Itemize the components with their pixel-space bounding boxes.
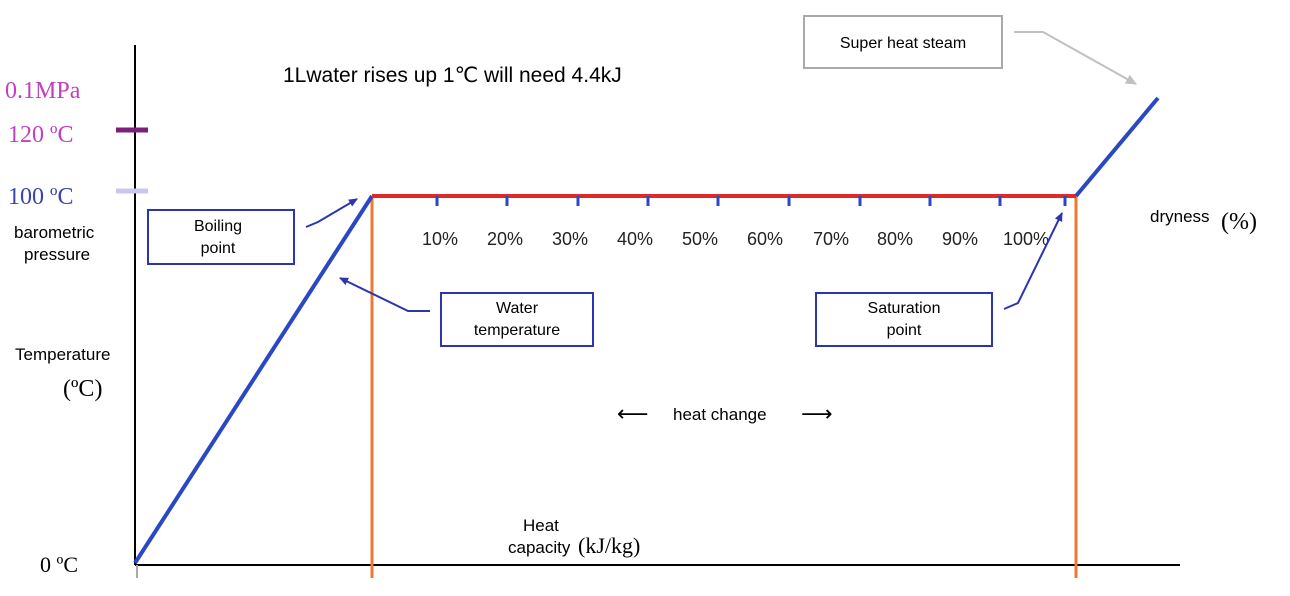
dryness-label-100: 100% xyxy=(1003,229,1049,249)
dryness-label: dryness xyxy=(1150,207,1210,226)
dryness-label-10: 10% xyxy=(422,229,458,249)
heat-change-left-arrow: ⟵ xyxy=(617,401,649,426)
dryness-label-90: 90% xyxy=(942,229,978,249)
temperature-label: Temperature xyxy=(15,345,110,364)
heat-change-label: heat change xyxy=(673,405,767,424)
capacity-unit: (kJ/kg) xyxy=(578,533,640,558)
boiling-point-arrow xyxy=(305,198,358,228)
tick-0-label: 0 ºC xyxy=(40,552,78,577)
dryness-label-60: 60% xyxy=(747,229,783,249)
water-temperature-arrow xyxy=(339,277,430,312)
dryness-label-50: 50% xyxy=(682,229,718,249)
barometric-label: barometric xyxy=(14,223,95,242)
dryness-unit: (%) xyxy=(1221,209,1257,235)
superheat-callout-label: Super heat steam xyxy=(840,35,966,52)
superheat-arrow xyxy=(1014,31,1137,85)
superheat-line xyxy=(1074,96,1160,198)
dryness-label-40: 40% xyxy=(617,229,653,249)
tick-120-label: 120 ºC xyxy=(8,122,73,148)
heat-change-right-arrow: ⟶ xyxy=(801,401,833,426)
dryness-tick-marks xyxy=(435,196,1067,206)
dryness-label-80: 80% xyxy=(877,229,913,249)
dryness-label-30: 30% xyxy=(552,229,588,249)
dryness-label-70: 70% xyxy=(813,229,849,249)
saturation-point-arrow xyxy=(1003,212,1063,310)
pressure-word-label: pressure xyxy=(24,245,90,264)
tick-100-label: 100 ºC xyxy=(8,184,73,210)
water-heating-line xyxy=(133,194,374,565)
water-temperature-callout-box xyxy=(440,292,594,347)
temperature-unit: (ºC) xyxy=(63,376,102,402)
water-temperature-callout-line1: Water xyxy=(496,300,539,317)
saturation-point-callout-box xyxy=(815,292,993,347)
boiling-point-callout-line2: point xyxy=(201,240,236,257)
capacity-label: capacity xyxy=(508,538,571,557)
saturation-point-callout-line2: point xyxy=(887,322,922,339)
dryness-label-20: 20% xyxy=(487,229,523,249)
boiling-point-callout-line1: Boiling xyxy=(194,218,242,235)
dryness-tick-labels: 10% 20% 30% 40% 50% 60% 70% 80% 90% 100% xyxy=(422,229,1049,249)
page-title: 1Lwater rises up 1℃ will need 4.4kJ xyxy=(283,64,622,87)
heat-label: Heat xyxy=(523,516,559,535)
pressure-label: 0.1MPa xyxy=(5,78,81,104)
superheat-callout-box xyxy=(803,15,1003,69)
boiling-point-callout-box xyxy=(147,209,295,265)
water-temperature-callout-line2: temperature xyxy=(474,322,560,339)
saturation-point-callout-line1: Saturation xyxy=(868,300,941,317)
